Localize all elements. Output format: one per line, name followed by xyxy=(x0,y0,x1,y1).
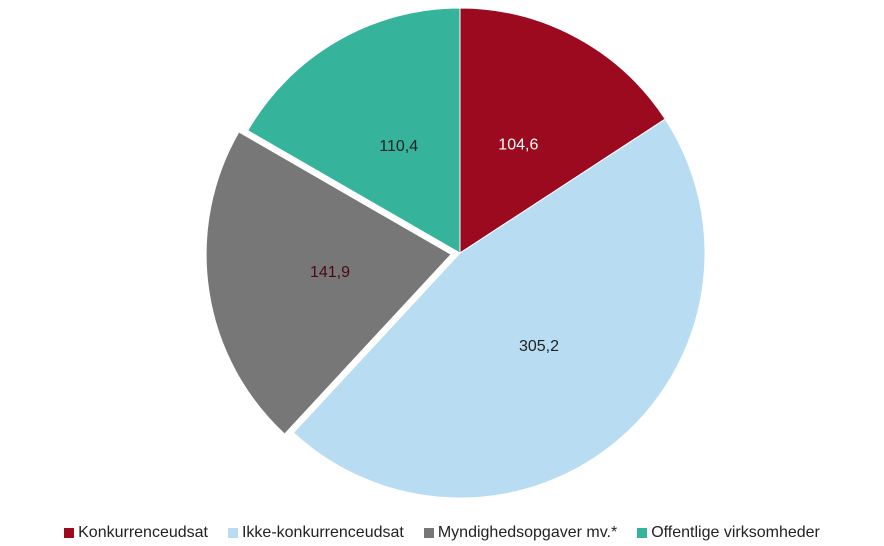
legend-item: Offentlige virksomheder xyxy=(637,524,820,542)
legend-swatch xyxy=(227,528,238,538)
legend-swatch xyxy=(423,528,434,538)
pie-slice xyxy=(292,118,706,499)
legend-label: Myndighedsopgaver mv.* xyxy=(437,524,618,541)
pie-slice xyxy=(205,131,452,435)
legend-swatch xyxy=(637,528,648,538)
legend-swatch xyxy=(64,528,75,538)
legend-label: Konkurrenceudsat xyxy=(78,524,208,541)
data-label: 104,6 xyxy=(498,136,538,153)
pie-slice xyxy=(247,7,461,254)
data-label: 141,9 xyxy=(310,264,350,281)
data-label: 305,2 xyxy=(519,338,559,355)
data-label: 110,4 xyxy=(379,138,418,155)
legend: Konkurrenceudsat Ikke-konkurrenceudsat Myn… xyxy=(0,524,884,542)
legend-item: Konkurrenceudsat xyxy=(64,524,208,542)
legend-item: Myndighedsopgaver mv.* xyxy=(423,524,618,542)
pie-slice xyxy=(459,7,666,254)
chart: 104,6 305,2 141,9 110,4 xyxy=(205,7,706,499)
legend-label: Offentlige virksomheder xyxy=(651,524,820,541)
legend-item: Ikke-konkurrenceudsat xyxy=(227,524,404,542)
legend-label: Ikke-konkurrenceudsat xyxy=(241,524,404,541)
